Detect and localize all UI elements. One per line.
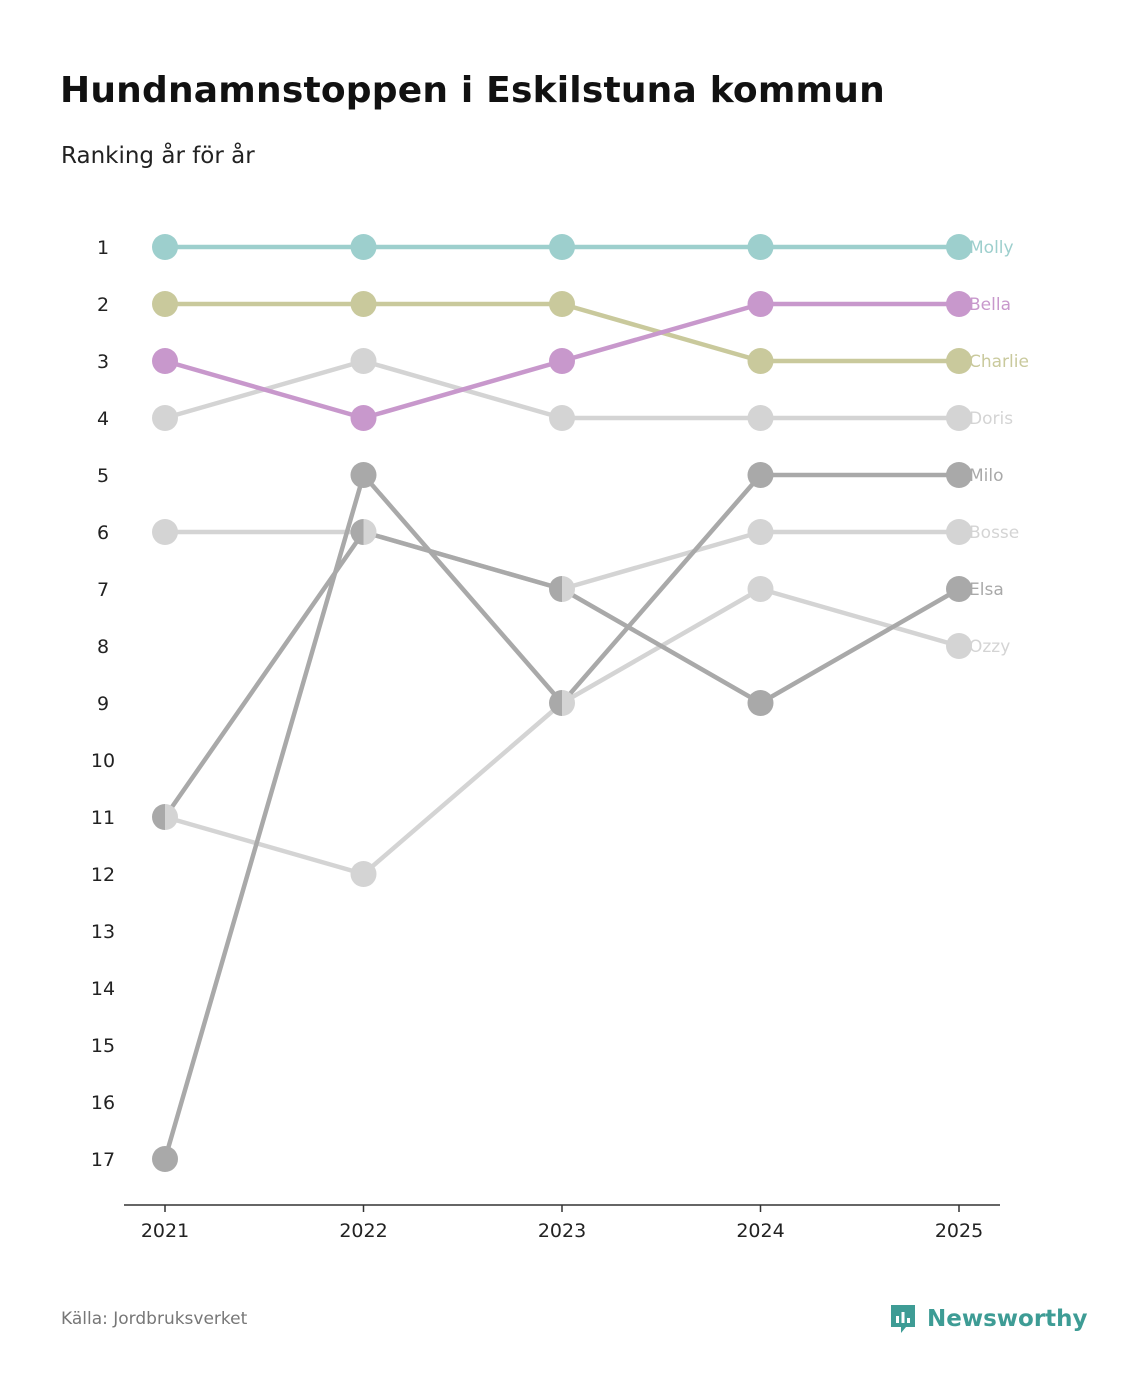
series-point-milo xyxy=(350,462,377,488)
series-point-bella xyxy=(747,291,774,317)
series-points xyxy=(152,234,972,1172)
x-tick-label: 2022 xyxy=(339,1220,387,1242)
y-tick-label: 3 xyxy=(97,351,109,373)
x-tick-label: 2024 xyxy=(736,1220,784,1242)
series-point-doris xyxy=(350,348,377,374)
y-tick-label: 7 xyxy=(97,579,109,601)
series-point-bella xyxy=(549,348,575,374)
series-point-molly xyxy=(747,234,774,260)
series-point-doris xyxy=(549,405,575,431)
x-tick-label: 2025 xyxy=(935,1220,983,1242)
y-tick-label: 15 xyxy=(91,1035,115,1057)
y-tick-label: 9 xyxy=(97,693,109,715)
chart-title: Hundnamnstoppen i Eskilstuna kommun xyxy=(60,70,885,111)
series-label-elsa: Elsa xyxy=(969,580,1004,600)
series-point-doris xyxy=(946,405,972,431)
y-tick-label: 1 xyxy=(97,237,109,259)
series-point-milo xyxy=(152,1146,178,1172)
series-point-milo xyxy=(747,462,774,488)
series-point-charlie xyxy=(946,348,972,374)
y-tick-label: 16 xyxy=(91,1092,115,1114)
source-note: Källa: Jordbruksverket xyxy=(61,1309,248,1329)
y-tick-label: 5 xyxy=(97,465,109,487)
y-tick-label: 6 xyxy=(97,522,109,544)
series-point-bella xyxy=(946,291,972,317)
series-point xyxy=(350,519,377,545)
series-labels: Ozzy Bosse Doris Elsa Milo Charlie Bella Molly xyxy=(969,238,1029,657)
series-point-bella xyxy=(152,348,178,374)
series-point-molly xyxy=(152,234,178,260)
series-line-ozzy xyxy=(162,586,962,877)
series-point-doris xyxy=(152,405,178,431)
series-point-bella xyxy=(350,405,377,431)
series-point-elsa xyxy=(946,576,972,602)
series-point-bosse xyxy=(946,519,972,545)
series-point-ozzy xyxy=(747,576,774,602)
series-point xyxy=(152,804,178,830)
series-point-charlie xyxy=(747,348,774,374)
x-tick-label: 2023 xyxy=(538,1220,586,1242)
series-point-charlie xyxy=(549,291,575,317)
series-label-charlie: Charlie xyxy=(969,352,1029,372)
series-point-ozzy xyxy=(350,861,377,887)
series-point-bosse xyxy=(747,519,774,545)
y-tick-label: 17 xyxy=(91,1149,115,1171)
series-point xyxy=(549,576,575,602)
y-tick-label: 2 xyxy=(97,294,109,316)
series-point-elsa xyxy=(747,690,774,716)
series-label-bella: Bella xyxy=(969,295,1011,315)
series-point-milo xyxy=(946,462,972,488)
y-tick-label: 13 xyxy=(91,921,115,943)
series-label-milo: Milo xyxy=(969,466,1004,486)
series-point-ozzy xyxy=(946,633,972,659)
y-tick-label: 8 xyxy=(97,636,109,658)
chart-subtitle: Ranking år för år xyxy=(61,143,255,169)
series-point-charlie xyxy=(350,291,377,317)
series-point-doris xyxy=(747,405,774,431)
x-tick-label: 2021 xyxy=(141,1220,189,1242)
newsworthy-logo-icon xyxy=(891,1305,915,1333)
series-point-molly xyxy=(549,234,575,260)
series-label-doris: Doris xyxy=(969,409,1013,429)
series-point-bosse xyxy=(152,519,178,545)
series-point-charlie xyxy=(152,291,178,317)
series-point-molly xyxy=(946,234,972,260)
series-point xyxy=(549,690,575,716)
x-axis-ticks: 2021 2022 2023 2024 2025 xyxy=(141,1205,983,1242)
y-tick-label: 10 xyxy=(91,750,115,772)
y-tick-label: 11 xyxy=(91,807,115,829)
series-label-ozzy: Ozzy xyxy=(969,637,1010,657)
series-label-molly: Molly xyxy=(969,238,1014,258)
series-label-bosse: Bosse xyxy=(969,523,1019,543)
y-tick-label: 12 xyxy=(91,864,115,886)
y-tick-label: 14 xyxy=(91,978,115,1000)
brand-logo: Newsworthy xyxy=(889,1303,1088,1335)
series-line-elsa xyxy=(162,529,962,820)
series-point-molly xyxy=(350,234,377,260)
y-tick-label: 4 xyxy=(97,408,109,430)
brand-name: Newsworthy xyxy=(927,1306,1088,1332)
